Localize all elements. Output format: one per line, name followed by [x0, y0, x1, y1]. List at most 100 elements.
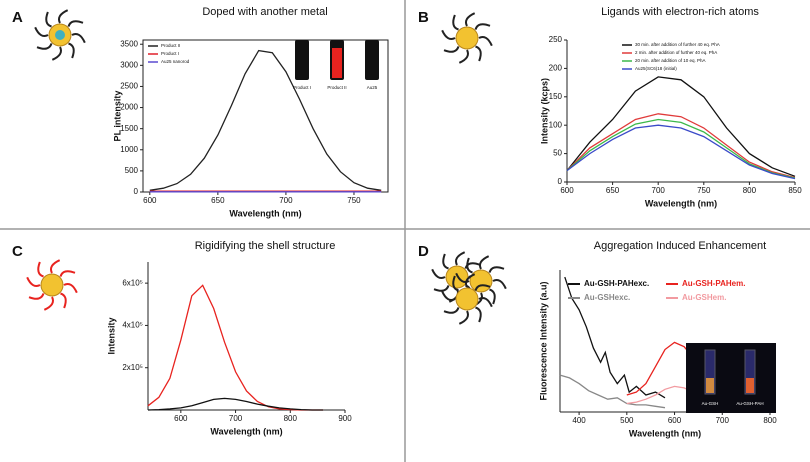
- ligand: [28, 293, 45, 300]
- x-tick-label: 900: [338, 414, 352, 423]
- ligand: [59, 270, 76, 277]
- inset-label: Au-GSH: [702, 401, 719, 406]
- ligand: [45, 11, 52, 28]
- nanoparticle: [455, 287, 479, 311]
- x-tick-label: 750: [697, 186, 711, 195]
- nanoparticle: [40, 273, 64, 297]
- inset-label: Au-GSH-PAH: [736, 401, 763, 406]
- x-tick-label: 700: [279, 196, 293, 205]
- x-tick-label: 650: [606, 186, 620, 195]
- vial-glow: [706, 378, 714, 393]
- ligand: [464, 12, 476, 27]
- ligand: [475, 306, 482, 323]
- y-tick-label: 3000: [120, 60, 138, 69]
- legend-label: 30 min. after addition of further 40 eq.…: [635, 42, 720, 47]
- vial: [744, 349, 756, 395]
- y-tick-label: 50: [553, 149, 562, 158]
- legend-label: Product I: [161, 51, 179, 56]
- x-tick-label: 500: [620, 416, 634, 425]
- y-tick-label: 200: [549, 64, 563, 73]
- ligand: [475, 45, 482, 62]
- x-tick-label: 600: [668, 416, 682, 425]
- x-tick-label: 400: [572, 416, 586, 425]
- chart-title: Rigidifying the shell structure: [195, 240, 336, 252]
- inset-label: Product II: [327, 85, 346, 90]
- x-tick-label: 600: [174, 414, 188, 423]
- y-tick-label: 2000: [120, 103, 138, 112]
- series-line: [559, 374, 666, 409]
- ligand: [489, 288, 496, 305]
- x-tick-label: 750: [347, 196, 361, 205]
- nanoparticle: [469, 269, 493, 293]
- ligand: [71, 32, 86, 44]
- ligand: [441, 29, 456, 41]
- x-tick-label: 700: [652, 186, 666, 195]
- x-tick-label: 800: [763, 416, 777, 425]
- series-line: [149, 49, 382, 191]
- series-line: [566, 113, 796, 179]
- ligand: [474, 23, 491, 30]
- y-tick-label: 500: [125, 166, 139, 175]
- dopant-core: [55, 30, 65, 40]
- vial-glow: [746, 378, 754, 393]
- x-tick-label: 650: [211, 196, 225, 205]
- x-tick-label: 800: [743, 186, 757, 195]
- ligand: [442, 253, 449, 270]
- ligand: [67, 20, 84, 27]
- legend-label: Product II: [161, 43, 180, 48]
- y-tick-label: 4x10⁵: [122, 321, 143, 330]
- ligand: [478, 255, 490, 270]
- ligand: [488, 266, 505, 273]
- legend-label: Au-GSHexc.: [584, 293, 630, 302]
- panel-letter: A: [12, 9, 23, 26]
- y-tick-label: 2x10⁵: [122, 363, 143, 372]
- ligand: [458, 49, 470, 64]
- series-line: [566, 76, 796, 177]
- ligand: [63, 282, 78, 294]
- panel-letter: C: [12, 243, 23, 260]
- x-tick-label: 800: [284, 414, 298, 423]
- ligand: [26, 276, 41, 288]
- ligand: [37, 261, 44, 278]
- series-line: [564, 276, 666, 399]
- legend-label: 2 min. after addition of further 40 eq. …: [635, 50, 717, 55]
- ligand: [34, 26, 49, 38]
- ligand: [455, 272, 470, 284]
- y-tick-label: 0: [558, 177, 563, 186]
- ligand: [441, 290, 456, 302]
- ligand: [68, 42, 75, 59]
- chart-title: Doped with another metal: [202, 6, 327, 18]
- legend-label: 20 min. after addition of 10 eq. PhA: [635, 58, 706, 63]
- panel-letter: D: [418, 243, 429, 260]
- ligand: [454, 251, 466, 266]
- x-axis-label: Wavelength (nm): [210, 426, 282, 436]
- y-axis-label: Fluorescence Intensity (a.u): [538, 281, 548, 400]
- series-line: [566, 118, 796, 179]
- x-axis-label: Wavelength (nm): [629, 428, 701, 438]
- ligand: [478, 35, 493, 47]
- panel-letter: B: [418, 9, 429, 26]
- x-tick-label: 600: [560, 186, 574, 195]
- inset-label: Product I: [293, 85, 311, 90]
- legend-label: Au-GSH-PAHem.: [682, 279, 745, 288]
- ligand: [51, 46, 63, 61]
- ligand: [431, 268, 446, 280]
- legend-label: Au-GSH-PAHexc.: [584, 279, 649, 288]
- ligand: [452, 275, 459, 292]
- y-tick-label: 3500: [120, 39, 138, 48]
- y-tick-label: 100: [549, 120, 563, 129]
- x-tick-label: 600: [143, 196, 157, 205]
- ligand: [474, 284, 491, 291]
- ligand: [452, 14, 459, 31]
- ligand: [464, 273, 476, 288]
- y-tick-label: 1500: [120, 124, 138, 133]
- inset-label: Au25: [367, 85, 378, 90]
- y-tick-label: 250: [549, 35, 563, 44]
- vial: [704, 349, 716, 395]
- series-line: [147, 397, 324, 411]
- y-axis-label: Intensity: [106, 317, 116, 354]
- chart-title: Aggregation Induced Enhancement: [594, 240, 766, 252]
- vial: [295, 40, 309, 80]
- ligand: [36, 43, 53, 50]
